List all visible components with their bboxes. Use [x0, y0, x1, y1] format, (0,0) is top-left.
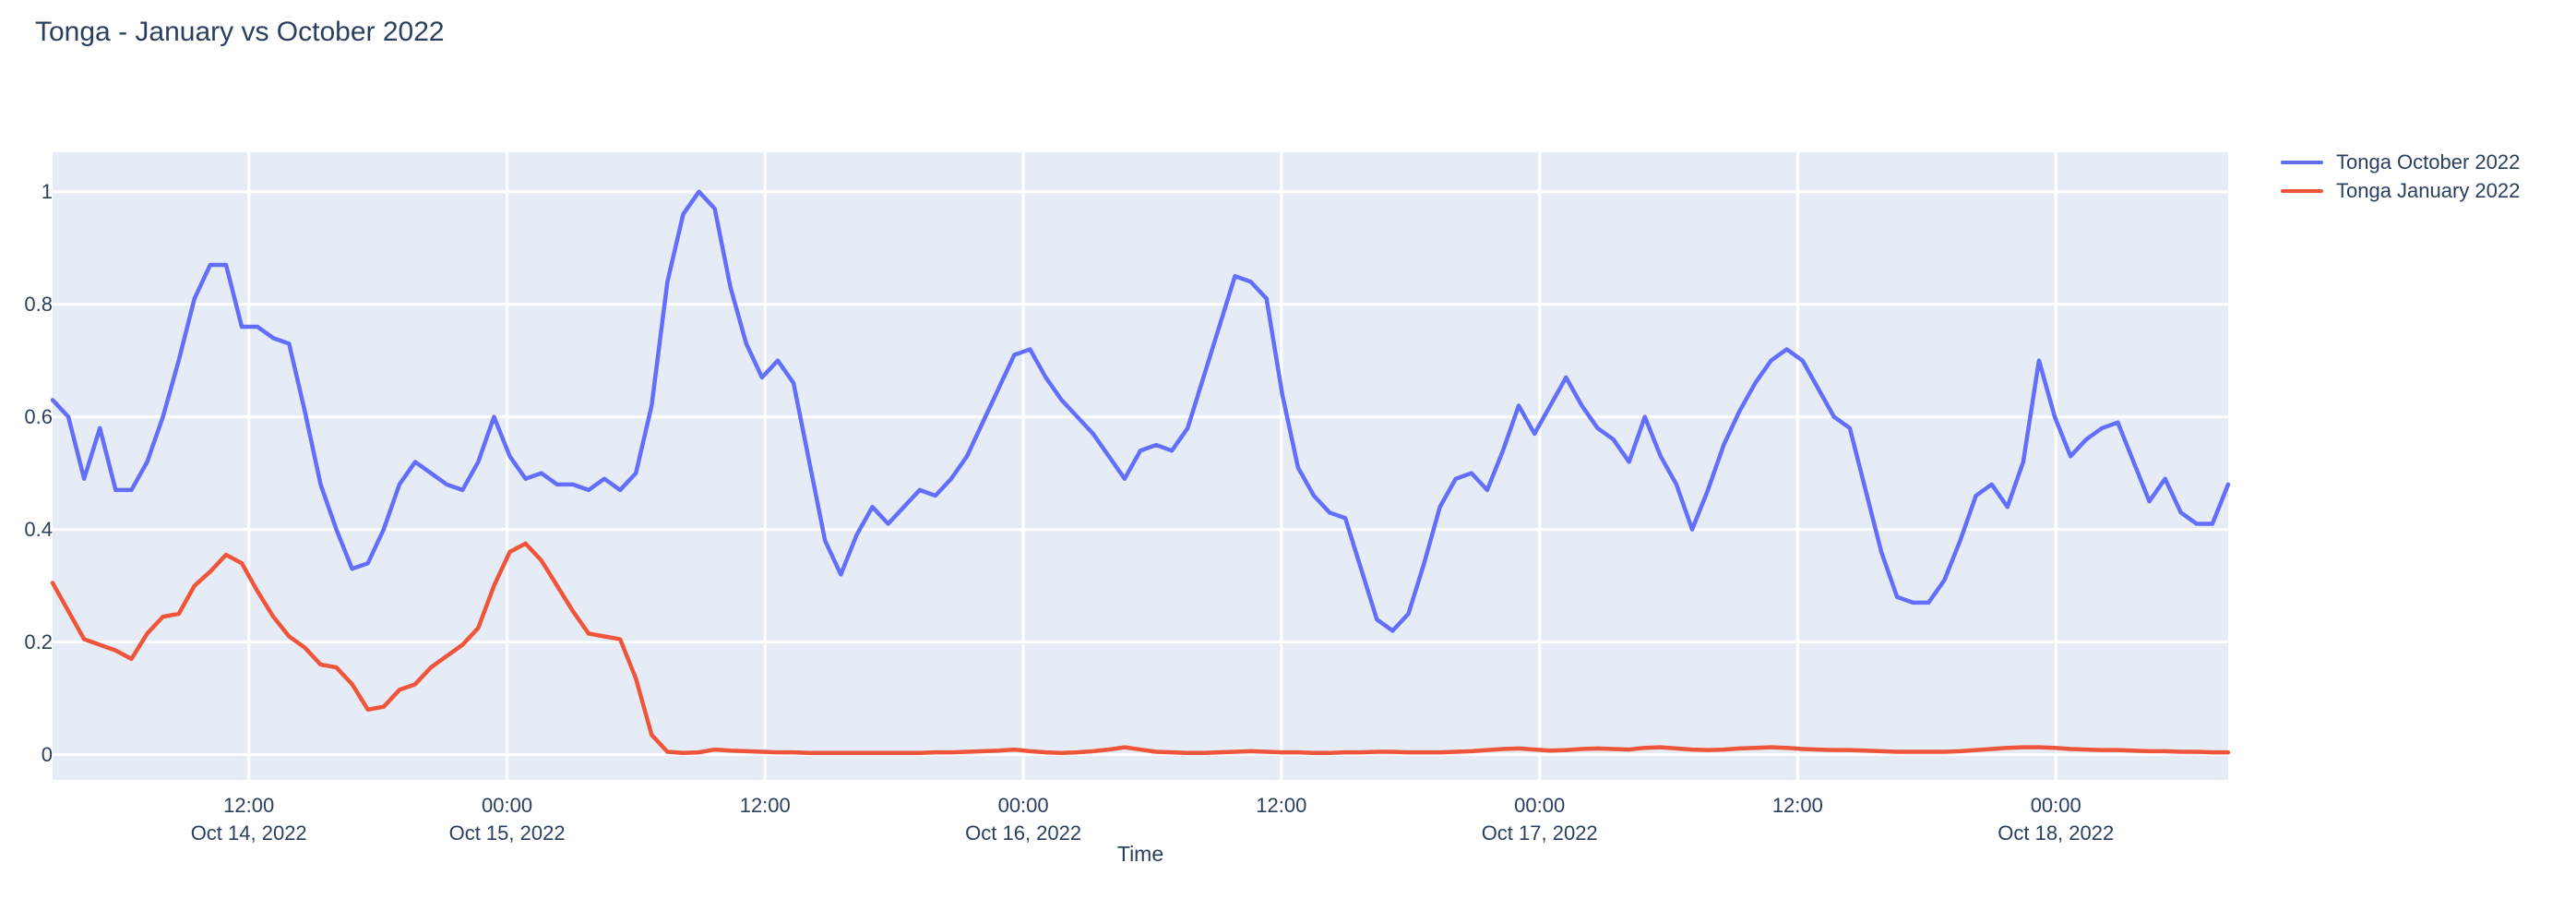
x-tick-label: 00:00 Oct 17, 2022	[1482, 792, 1598, 846]
x-tick-time: 00:00	[997, 794, 1049, 817]
series-lines	[53, 192, 2228, 753]
plot-svg	[53, 152, 2228, 780]
x-tick-time: 12:00	[1771, 794, 1823, 817]
x-tick-date: Oct 14, 2022	[190, 821, 307, 845]
x-tick-label: 12:00 Oct 14, 2022	[191, 792, 307, 846]
x-tick-time: 12:00	[223, 794, 275, 817]
y-tick-label: 0.2	[24, 629, 53, 653]
chart-legend: Tonga October 2022 Tonga January 2022	[2281, 148, 2558, 205]
x-tick-time: 12:00	[739, 794, 791, 817]
x-tick-time: 00:00	[2030, 794, 2081, 817]
legend-item-1[interactable]: Tonga October 2022	[2281, 148, 2558, 176]
x-tick-label: 00:00 Oct 18, 2022	[1998, 792, 2114, 846]
series-line-2	[53, 544, 2228, 753]
page-title: Tonga - January vs October 2022	[35, 17, 445, 47]
x-axis-title: Time	[1116, 842, 1164, 866]
x-tick-label: 00:00 Oct 15, 2022	[449, 792, 566, 846]
y-tick-label: 0	[41, 742, 53, 766]
x-tick-label: 00:00 Oct 16, 2022	[965, 792, 1081, 846]
y-tick-label: 1	[41, 179, 53, 203]
x-tick-date: Oct 15, 2022	[448, 821, 566, 845]
x-tick-label: 12:00	[1256, 792, 1306, 820]
x-tick-time: 12:00	[1256, 794, 1307, 817]
x-tick-date: Oct 18, 2022	[1998, 821, 2115, 845]
x-tick-label: 12:00	[1772, 792, 1823, 820]
y-tick-label: 0.6	[24, 404, 53, 428]
legend-item-2[interactable]: Tonga January 2022	[2281, 176, 2558, 205]
legend-line-icon	[2281, 160, 2323, 164]
legend-label: Tonga January 2022	[2336, 178, 2521, 202]
x-tick-label: 12:00	[740, 792, 791, 820]
series-line-1	[53, 192, 2228, 631]
plot-area	[53, 152, 2228, 780]
x-tick-time: 00:00	[1514, 794, 1566, 817]
x-tick-time: 00:00	[482, 794, 533, 817]
legend-label: Tonga October 2022	[2336, 150, 2521, 174]
y-tick-label: 0.4	[24, 517, 53, 541]
y-tick-label: 0.8	[24, 292, 53, 316]
x-tick-date: Oct 17, 2022	[1481, 821, 1598, 845]
x-tick-date: Oct 16, 2022	[965, 821, 1082, 845]
grid-lines	[53, 152, 2228, 780]
legend-line-icon	[2281, 188, 2323, 193]
